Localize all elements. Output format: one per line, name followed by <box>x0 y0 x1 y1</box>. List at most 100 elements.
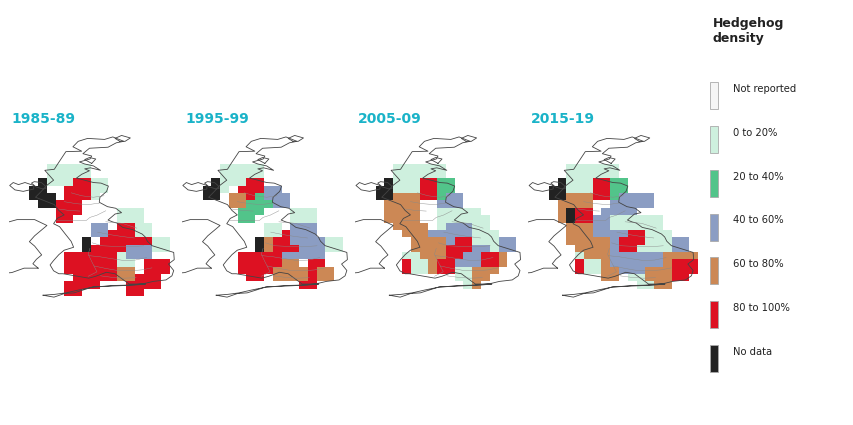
Bar <box>618 259 627 266</box>
Bar <box>143 245 152 252</box>
Bar <box>472 281 480 289</box>
Bar <box>73 186 82 193</box>
Bar <box>635 259 645 266</box>
Bar <box>454 223 463 230</box>
Bar <box>229 178 237 186</box>
Bar <box>419 164 428 171</box>
Bar <box>272 274 281 281</box>
Bar <box>247 164 255 171</box>
Bar <box>583 237 592 245</box>
Bar <box>566 223 574 230</box>
Bar <box>445 193 454 201</box>
Bar <box>211 178 220 186</box>
Bar <box>463 281 472 289</box>
Bar <box>419 237 428 245</box>
Bar <box>490 259 498 266</box>
Bar <box>90 259 100 266</box>
Bar <box>574 208 583 215</box>
Bar <box>463 252 472 259</box>
Bar <box>410 259 419 266</box>
Bar <box>480 252 490 259</box>
Bar <box>402 215 410 223</box>
Bar <box>419 252 428 259</box>
Bar <box>680 274 688 281</box>
Bar <box>671 259 680 266</box>
Bar <box>90 186 100 193</box>
Bar <box>65 164 73 171</box>
Bar <box>82 186 90 193</box>
Bar <box>627 252 635 259</box>
Bar <box>566 223 574 230</box>
Bar <box>635 259 645 266</box>
Bar <box>299 245 307 252</box>
Bar <box>90 274 100 281</box>
Bar <box>463 230 472 237</box>
Bar <box>125 245 135 252</box>
Bar <box>574 252 583 259</box>
Bar <box>211 186 220 193</box>
Bar <box>100 178 108 186</box>
Bar <box>472 208 480 215</box>
Bar <box>437 178 445 186</box>
Bar <box>65 178 73 186</box>
Bar <box>480 215 490 223</box>
Bar <box>671 266 680 274</box>
Bar <box>601 252 610 259</box>
Bar <box>125 266 135 274</box>
Bar <box>82 259 90 266</box>
Bar <box>653 230 662 237</box>
Bar <box>574 259 583 266</box>
Bar <box>592 186 601 193</box>
Bar <box>307 237 316 245</box>
Bar <box>601 223 610 230</box>
Bar <box>272 186 281 193</box>
Bar <box>272 252 281 259</box>
Bar <box>375 193 384 201</box>
Bar <box>671 266 680 274</box>
Bar <box>653 245 662 252</box>
Bar <box>583 245 592 252</box>
Bar <box>47 193 55 201</box>
Bar <box>299 208 307 215</box>
Bar <box>662 245 671 252</box>
Bar <box>610 237 618 245</box>
Bar <box>645 252 653 259</box>
Bar <box>437 186 445 193</box>
Bar <box>592 252 601 259</box>
Bar <box>299 252 307 259</box>
Bar <box>583 215 592 223</box>
Bar <box>325 274 334 281</box>
Bar <box>463 215 472 223</box>
Bar <box>618 237 627 245</box>
Bar <box>152 245 161 252</box>
Bar <box>627 259 635 266</box>
Bar <box>592 237 601 245</box>
Bar <box>618 193 627 201</box>
Bar <box>662 274 671 281</box>
Bar <box>82 178 90 186</box>
Bar <box>65 201 73 208</box>
Bar <box>653 274 662 281</box>
Bar <box>290 259 299 266</box>
Bar <box>428 252 437 259</box>
Bar <box>592 259 601 266</box>
Bar <box>428 259 437 266</box>
Bar <box>454 193 463 201</box>
Bar <box>472 281 480 289</box>
Bar <box>38 193 47 201</box>
Bar <box>610 245 618 252</box>
Bar <box>445 201 454 208</box>
Bar <box>645 201 653 208</box>
Bar <box>237 259 247 266</box>
Bar <box>480 230 490 237</box>
Bar <box>601 266 610 274</box>
Bar <box>90 178 100 186</box>
Bar <box>135 230 143 237</box>
Bar <box>402 230 410 237</box>
Bar <box>29 186 38 193</box>
Bar <box>90 245 100 252</box>
Bar <box>410 201 419 208</box>
Bar <box>264 259 272 266</box>
Bar <box>264 252 272 259</box>
Bar <box>454 252 463 259</box>
